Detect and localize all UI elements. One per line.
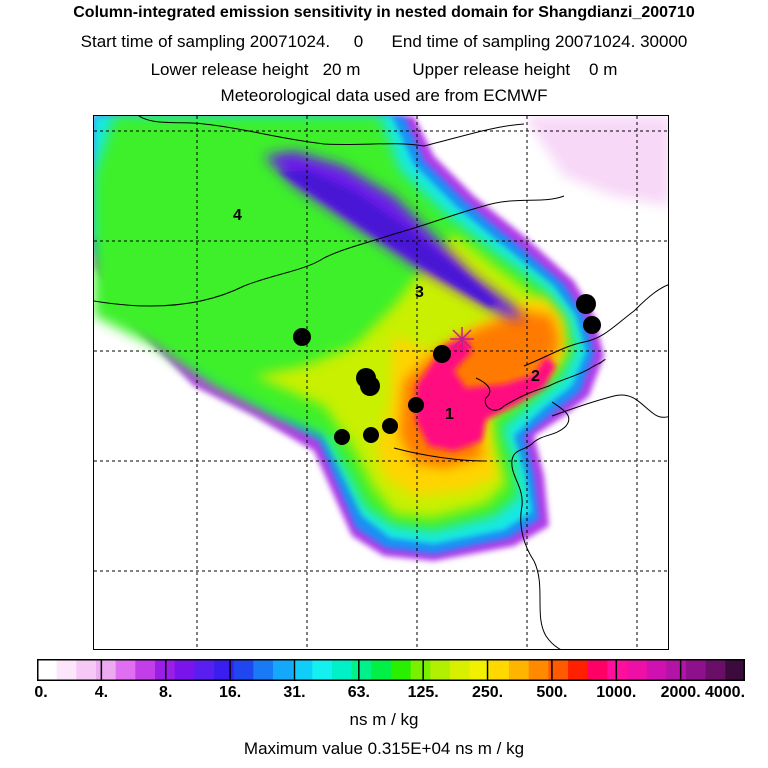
- colorbar-swatch: [725, 659, 745, 681]
- colorbar-swatch: [37, 659, 58, 681]
- colorbar-tick-label: 500.: [536, 684, 568, 701]
- meteo-source-line: Meteorological data used are from ECMWF: [220, 86, 548, 105]
- coastlines: [94, 116, 668, 649]
- colorbar-tick-label: 1000.: [596, 684, 637, 701]
- colorbar-swatch: [646, 659, 667, 681]
- colorbar-tick-label: 63.: [347, 684, 370, 701]
- colorbar-swatch: [233, 659, 254, 681]
- low-sensitivity-core: [279, 171, 499, 306]
- colorbar-swatch: [410, 659, 431, 681]
- colorbar-swatch: [607, 659, 628, 681]
- colorbar: [37, 659, 745, 681]
- colorbar-swatch: [56, 659, 77, 681]
- release-dot: [576, 294, 596, 314]
- map-field: 4 3 2 1: [94, 116, 668, 649]
- colorbar-swatch: [666, 659, 687, 681]
- colorbar-swatch: [548, 659, 569, 681]
- colorbar-tick-label: 8.: [159, 684, 173, 701]
- release-dot: [433, 345, 451, 363]
- release-height-line: Lower release height 20 m Upper release …: [150, 60, 618, 79]
- maximum-value-line: Maximum value 0.315E+04 ns m / kg: [243, 739, 525, 758]
- colorbar-swatch: [214, 659, 235, 681]
- colorbar-units: ns m / kg: [349, 710, 419, 729]
- release-dots: [293, 294, 601, 445]
- receptor-star-icon: [450, 327, 474, 351]
- colorbar-swatch: [351, 659, 372, 681]
- colorbar-swatch: [312, 659, 333, 681]
- faint-plume-top-right: [524, 116, 668, 206]
- release-dot: [583, 316, 601, 334]
- colorbar-swatch: [686, 659, 707, 681]
- colorbar-tick-label: 4.: [94, 684, 109, 701]
- sampling-time-line: Start time of sampling 20071024. 0 End t…: [80, 32, 688, 51]
- colorbar-swatch: [292, 659, 313, 681]
- colorbar-swatch: [194, 659, 215, 681]
- colorbar-swatch: [587, 659, 608, 681]
- colorbar-swatch: [76, 659, 97, 681]
- map-panel: 4 3 2 1: [93, 115, 669, 650]
- lat-lon-grid: [94, 116, 668, 649]
- release-dot: [408, 397, 424, 413]
- region-label-3: 3: [415, 284, 424, 301]
- colorbar-swatch: [332, 659, 353, 681]
- colorbar-frame: [37, 659, 745, 681]
- colorbar-swatch: [627, 659, 648, 681]
- colorbar-swatch: [450, 659, 471, 681]
- colorbar-swatch: [489, 659, 510, 681]
- colorbar-tick-label: 125.: [407, 684, 439, 701]
- colorbar-swatch: [273, 659, 294, 681]
- colorbar-swatch: [135, 659, 156, 681]
- colorbar-swatch: [568, 659, 589, 681]
- colorbar-tick-label: 2000.: [660, 684, 701, 701]
- release-dot: [293, 328, 311, 346]
- colorbar-tick-label: 4000.: [704, 684, 746, 701]
- colorbar-swatch: [253, 659, 274, 681]
- release-dot: [360, 376, 380, 396]
- colorbar-tick-label: 250.: [471, 684, 504, 701]
- colorbar-swatch: [528, 659, 549, 681]
- colorbar-swatch: [174, 659, 195, 681]
- colorbar-tick-label: 0.: [34, 684, 48, 701]
- region-label-4: 4: [233, 207, 242, 224]
- colorbar-swatch: [469, 659, 490, 681]
- region-label-1: 1: [445, 406, 454, 423]
- colorbar-swatch: [705, 659, 726, 681]
- release-dot: [382, 418, 398, 434]
- colorbar-tick-label: 31.: [283, 684, 306, 701]
- colorbar-tick-label: 16.: [218, 684, 242, 701]
- release-dot: [334, 429, 350, 445]
- colorbar-swatch: [371, 659, 392, 681]
- release-dot: [363, 427, 379, 443]
- region-label-2: 2: [531, 368, 540, 385]
- plume-core: [416, 336, 556, 451]
- colorbar-swatch: [509, 659, 530, 681]
- colorbar-swatch: [391, 659, 412, 681]
- colorbar-swatch: [115, 659, 136, 681]
- colorbar-swatch: [96, 659, 117, 681]
- plot-title: Column-integrated emission sensitivity i…: [73, 4, 695, 21]
- colorbar-swatch: [430, 659, 451, 681]
